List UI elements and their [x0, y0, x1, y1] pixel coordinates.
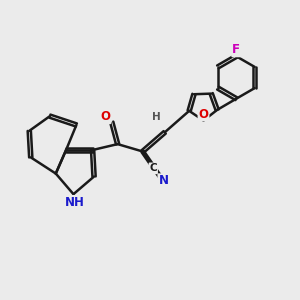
- Text: N: N: [158, 174, 168, 187]
- Text: H: H: [152, 112, 160, 122]
- Text: NH: NH: [65, 196, 85, 209]
- Text: C: C: [149, 164, 157, 173]
- Text: O: O: [199, 108, 208, 121]
- Text: F: F: [232, 43, 240, 56]
- Text: O: O: [100, 110, 110, 123]
